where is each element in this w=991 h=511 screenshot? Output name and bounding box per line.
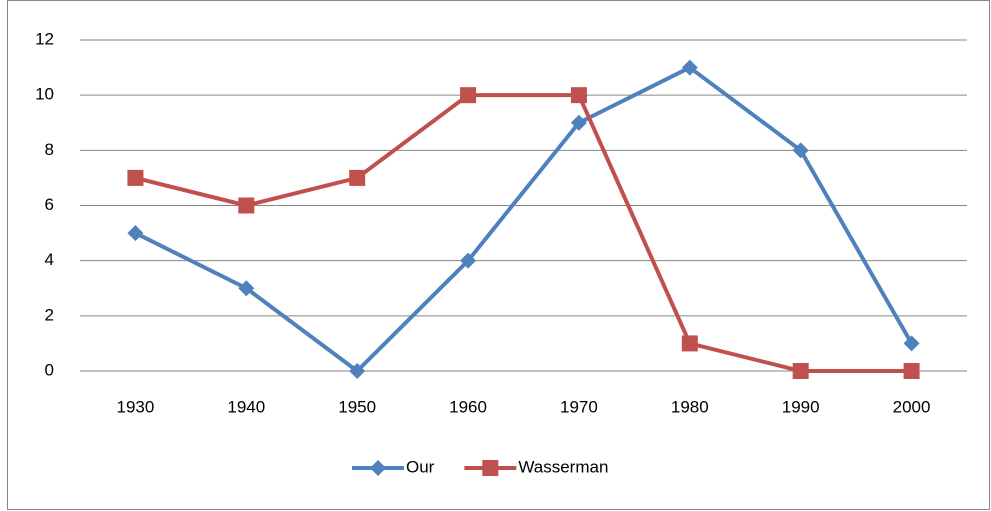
data-point [460,252,477,269]
x-tick-label: 1940 [227,397,265,416]
x-tick-label: 1980 [671,397,709,416]
legend-marker [482,460,499,476]
data-point [349,169,366,186]
x-tick-label: 2000 [893,397,931,416]
data-point [570,87,587,104]
data-point [681,59,698,76]
x-tick-label: 1950 [338,397,376,416]
legend-label: Our [406,457,435,476]
y-tick-label: 8 [45,140,54,159]
legend-label: Wasserman [518,457,608,476]
x-tick-label: 1930 [117,397,155,416]
data-point [570,114,587,131]
y-tick-label: 2 [45,305,54,324]
x-tick-label: 1960 [449,397,487,416]
y-tick-label: 10 [35,85,54,104]
data-point [792,363,809,379]
y-tick-label: 6 [45,195,54,214]
legend-marker [370,460,386,476]
data-point [127,169,144,186]
y-tick-label: 0 [45,360,54,379]
chart-border [7,0,990,510]
x-tick-label: 1990 [782,397,820,416]
data-point [460,87,477,104]
y-tick-label: 12 [35,29,54,48]
y-tick-label: 4 [45,250,54,269]
data-point [238,197,255,214]
data-point [903,335,920,352]
data-point [238,280,255,297]
x-tick-label: 1970 [560,397,598,416]
series-line [134,65,914,373]
data-point [127,225,144,242]
data-point [903,363,920,379]
data-point [792,142,809,159]
data-point [349,363,366,379]
series-line [134,93,912,373]
data-point [681,335,698,352]
